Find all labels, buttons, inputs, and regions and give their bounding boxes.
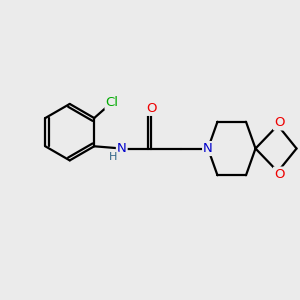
Text: O: O [146, 102, 157, 115]
Text: O: O [274, 168, 284, 181]
Text: N: N [117, 142, 127, 155]
Text: H: H [109, 152, 118, 162]
Text: N: N [203, 142, 213, 155]
Text: O: O [274, 116, 284, 130]
Text: Cl: Cl [106, 96, 118, 109]
